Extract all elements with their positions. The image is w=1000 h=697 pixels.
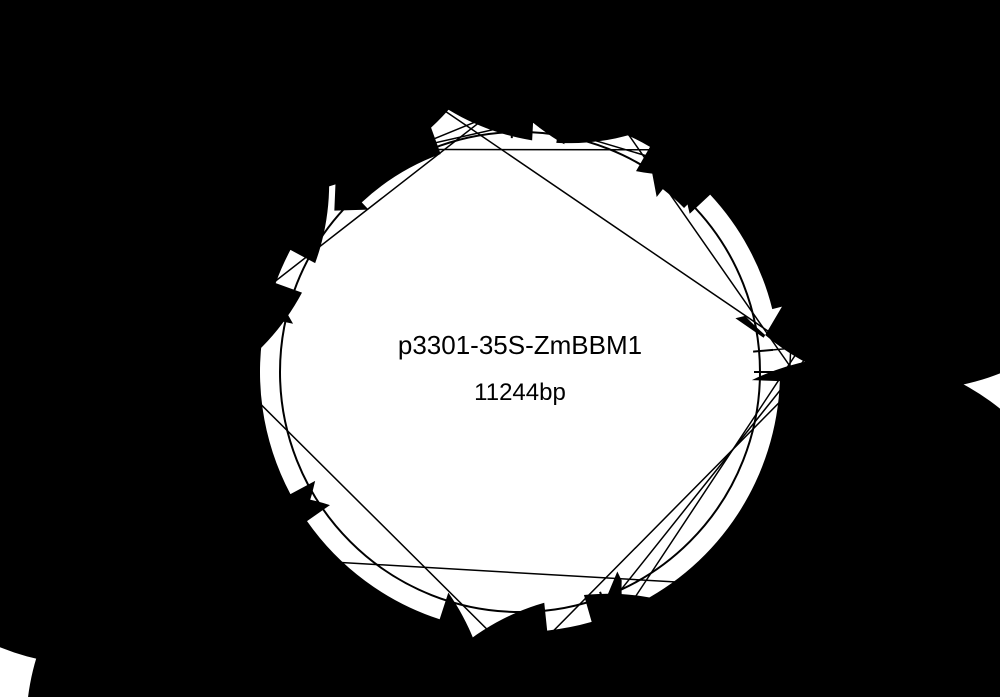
label-ncoi: NcoI xyxy=(563,18,608,43)
label-lb: LB xyxy=(195,325,222,350)
label-camv35s-promoter-1: CaMV35s promoter xyxy=(225,18,416,43)
label-camv35s-promoter-2: CaMV35s promoter xyxy=(20,135,211,160)
site-tick-mcs xyxy=(753,350,773,352)
label-phosphinothricin: Phosphinothricin(R) xyxy=(5,225,198,250)
label-pvs1-sta: PVS1 sta xyxy=(820,576,912,601)
plasmid-name: p3301-35S-ZmBBM1 xyxy=(398,330,642,360)
label-rb: RB xyxy=(855,318,886,343)
label-bsteii: BstEII xyxy=(855,260,914,285)
plasmid-size: 11244bp xyxy=(474,379,566,406)
label-kanamycin: Kanamycin(R) xyxy=(65,486,204,511)
label-pvs1-rep: PVS1 rep xyxy=(540,662,634,687)
plasmid-map: CaMV35s promoter MCS NcoI ZmBBM1 BstEII Nos RB… xyxy=(0,0,1000,697)
label-camv35s-polya: CaMV35s polyA xyxy=(20,292,178,317)
label-pbr322-bom: PBR322 bom xyxy=(227,632,358,657)
site-tick-rb xyxy=(536,605,537,625)
label-mcs: MCS xyxy=(370,50,419,75)
label-nos: Nos xyxy=(855,290,894,315)
label-zmbbm1: ZmBBM1 xyxy=(810,58,902,83)
